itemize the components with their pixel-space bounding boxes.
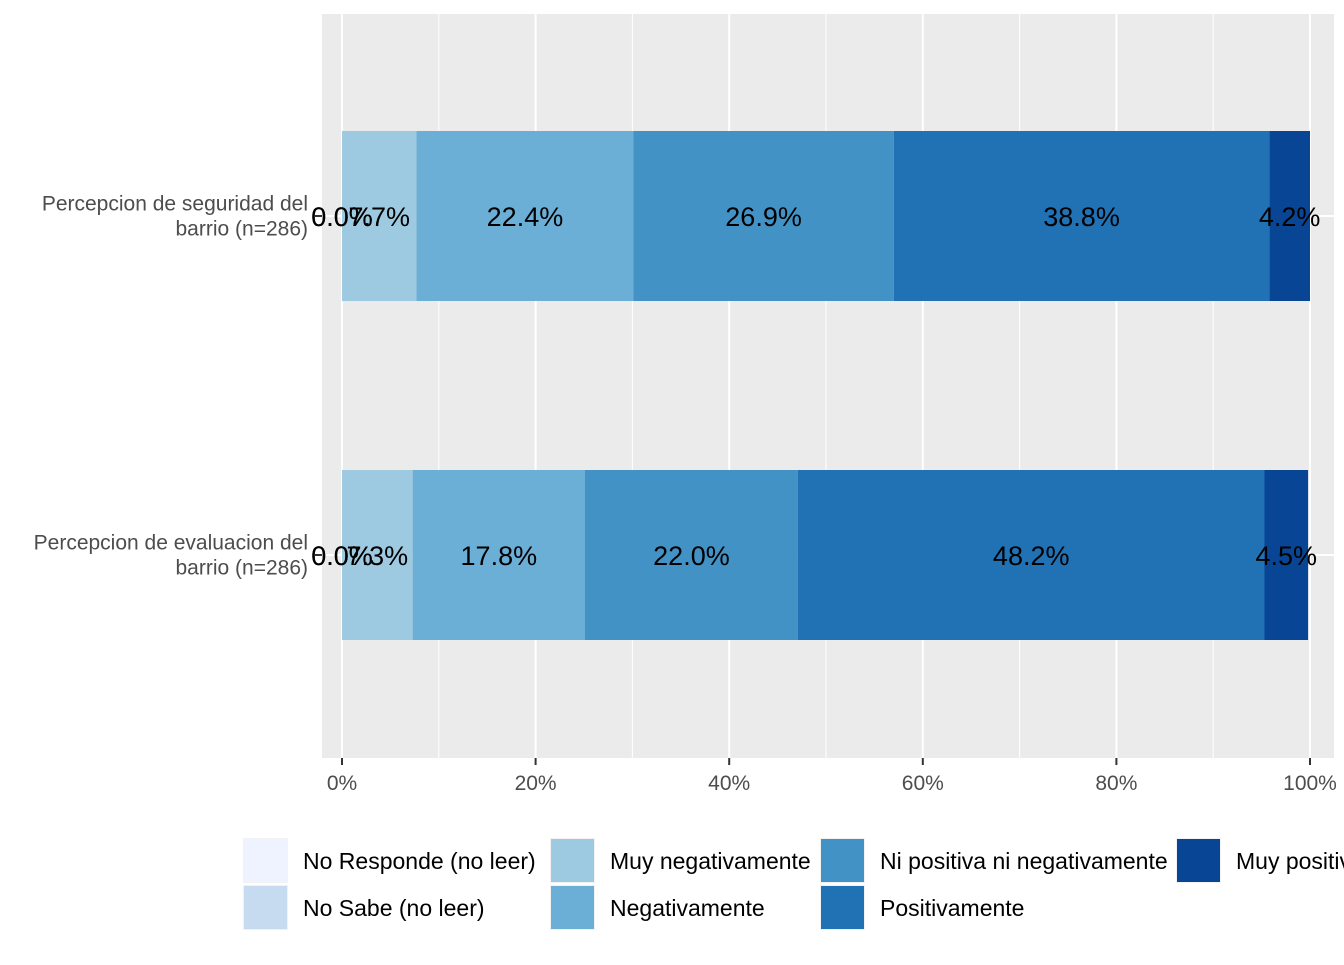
legend-label: No Responde (no leer) xyxy=(303,848,536,874)
legend-label: Muy positivamente xyxy=(1236,848,1344,874)
legend-label: Negativamente xyxy=(610,895,765,921)
bar-segment xyxy=(342,131,417,301)
category-label-line: barrio (n=286) xyxy=(176,218,309,241)
data-label: 17.8% xyxy=(461,541,538,571)
x-tick-label: 40% xyxy=(708,772,750,795)
legend-swatch xyxy=(821,839,864,882)
category-label: Percepcion de evaluacion del barrio (n=28… xyxy=(34,532,308,580)
data-label: 48.2% xyxy=(993,541,1070,571)
data-label: 22.0% xyxy=(653,541,730,571)
data-label: 4.5% xyxy=(1256,541,1318,571)
legend-label: No Sabe (no leer) xyxy=(303,895,485,921)
bar-segment xyxy=(416,131,634,301)
bar-segment xyxy=(797,470,1265,640)
legend-swatch xyxy=(1177,839,1220,882)
x-tick-label: 20% xyxy=(515,772,557,795)
data-label: 7.3% xyxy=(347,541,409,571)
data-label: 22.4% xyxy=(487,202,564,232)
category-label: Percepcion de seguridad del barrio (n=286… xyxy=(42,193,308,241)
bar-segment xyxy=(584,470,798,640)
x-tick-label: 100% xyxy=(1283,772,1337,795)
bar-segment xyxy=(1264,470,1309,640)
x-tick-label: 60% xyxy=(902,772,944,795)
legend-swatch xyxy=(244,886,287,929)
bar-segment xyxy=(1269,131,1310,301)
data-label: 26.9% xyxy=(725,202,802,232)
data-label: 4.2% xyxy=(1259,202,1321,232)
category-label-line: Percepcion de seguridad del xyxy=(42,193,308,216)
legend-swatch xyxy=(821,886,864,929)
legend-label: Ni positiva ni negativamente xyxy=(880,848,1168,874)
x-tick-label: 0% xyxy=(327,772,357,795)
bar-segment xyxy=(893,131,1270,301)
plot-panel xyxy=(322,14,1334,758)
bar-segment xyxy=(633,131,894,301)
legend-label: Positivamente xyxy=(880,895,1024,921)
data-label: 7.7% xyxy=(348,202,410,232)
category-label-line: barrio (n=286) xyxy=(176,557,309,580)
data-label: 38.8% xyxy=(1043,202,1120,232)
bar-segment xyxy=(412,470,585,640)
category-label-line: Percepcion de evaluacion del xyxy=(34,532,308,555)
legend-label: Muy negativamente xyxy=(610,848,811,874)
legend-swatch xyxy=(244,839,287,882)
bar-segment xyxy=(342,470,413,640)
x-tick-label: 80% xyxy=(1095,772,1137,795)
legend-swatch xyxy=(551,886,594,929)
legend-swatch xyxy=(551,839,594,882)
